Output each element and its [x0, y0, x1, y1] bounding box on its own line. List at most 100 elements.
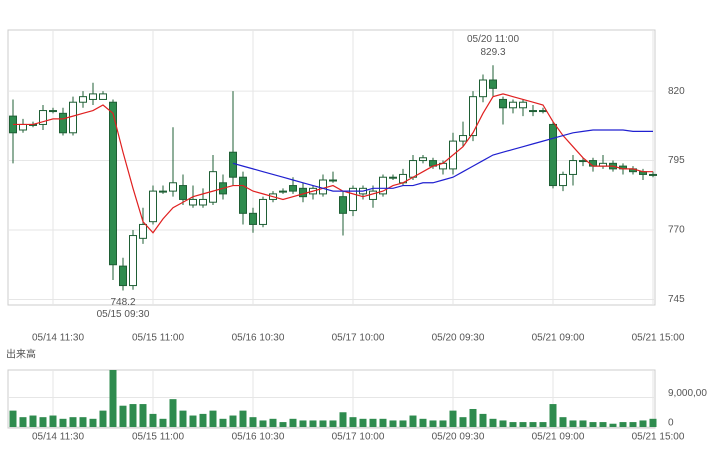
candle-body — [369, 190, 377, 200]
volume-bar — [439, 420, 447, 427]
volume-bar — [129, 404, 137, 427]
candle-body — [579, 160, 587, 163]
volume-bar — [79, 417, 87, 427]
x-tick-label: 05/20 09:30 — [432, 333, 485, 344]
volume-bar — [279, 422, 287, 427]
candle-body — [59, 112, 67, 134]
y-tick-label: 820 — [668, 86, 685, 97]
candle-body — [489, 79, 497, 89]
candle-body — [69, 101, 77, 134]
candle-body — [409, 160, 417, 178]
x-tick-label: 05/21 15:00 — [632, 333, 685, 344]
candle-body — [339, 196, 347, 214]
volume-bar — [519, 422, 527, 427]
volume-panel — [7, 369, 656, 429]
candle-body — [149, 190, 157, 223]
candle-body — [159, 190, 167, 193]
volume-label: 出来高 — [6, 348, 36, 361]
volume-bar — [309, 420, 317, 427]
candle-body — [79, 96, 87, 103]
volume-bar — [189, 415, 197, 427]
volume-bar — [49, 415, 57, 427]
volume-bar — [479, 413, 487, 427]
y-tick-label: 9,000,00 — [668, 388, 707, 399]
volume-bar — [29, 415, 37, 427]
volume-bar — [59, 418, 67, 427]
candle-body — [389, 176, 397, 179]
x-tick-label: 05/14 11:30 — [32, 333, 85, 344]
volume-bar — [319, 420, 327, 427]
y-tick-label: 0 — [668, 418, 674, 429]
volume-bar — [109, 370, 117, 427]
price-panel — [7, 29, 656, 306]
candle-body — [229, 151, 237, 178]
y-tick-label: 795 — [668, 155, 685, 166]
x-tick-label: 05/17 10:00 — [332, 432, 385, 443]
candle-body — [199, 198, 207, 206]
volume-bar — [499, 420, 507, 427]
volume-bar — [229, 415, 237, 427]
volume-bar — [369, 418, 377, 427]
candle-body — [279, 190, 287, 193]
candle-body — [109, 101, 117, 266]
volume-bar — [489, 418, 497, 427]
volume-bar — [139, 404, 147, 427]
annotation: 05/15 09:30 — [97, 309, 150, 320]
volume-bar — [639, 420, 647, 427]
volume-bar — [199, 413, 207, 427]
volume-bar — [169, 399, 177, 427]
candle-body — [499, 98, 507, 109]
y-tick-label: 745 — [668, 294, 685, 305]
candle-body — [539, 110, 547, 113]
candle-body — [319, 179, 327, 195]
volume-bar — [269, 418, 277, 427]
annotation: 748.2 — [110, 297, 135, 308]
candle-body — [529, 110, 537, 113]
volume-bar — [409, 415, 417, 427]
y-tick-label: 770 — [668, 225, 685, 236]
volume-bar — [399, 420, 407, 427]
candle-body — [209, 171, 217, 203]
candle-body — [509, 101, 517, 109]
candle-body — [559, 173, 567, 187]
volume-bar — [339, 412, 347, 427]
volume-bar — [539, 422, 547, 427]
candle-body — [329, 179, 337, 182]
volume-bar — [69, 417, 77, 427]
volume-bar — [39, 417, 47, 427]
candle-body — [349, 187, 357, 212]
volume-bar — [259, 420, 267, 427]
annotation: 829.3 — [480, 47, 505, 58]
x-tick-label: 05/14 11:30 — [32, 432, 85, 443]
volume-bar — [119, 405, 127, 427]
candle-body — [189, 198, 197, 206]
x-tick-label: 05/21 09:00 — [532, 333, 585, 344]
volume-bar — [469, 408, 477, 427]
moving-average — [13, 93, 653, 234]
candle-body — [179, 185, 187, 200]
candle-body — [569, 160, 577, 175]
volume-bar — [599, 422, 607, 427]
candle-body — [289, 185, 297, 192]
x-tick-label: 05/15 11:00 — [132, 333, 185, 344]
volume-bar — [419, 418, 427, 427]
volume-bar — [19, 417, 27, 427]
volume-bar — [529, 422, 537, 427]
volume-bar — [299, 420, 307, 427]
candle-body — [19, 123, 27, 131]
candle-body — [379, 176, 387, 195]
candle-body — [239, 176, 247, 214]
volume-bar — [349, 417, 357, 427]
volume-bar — [99, 410, 107, 427]
volume-bar — [159, 418, 167, 427]
volume-bar — [559, 417, 567, 427]
candle-body — [469, 96, 477, 137]
x-tick-label: 05/21 09:00 — [532, 432, 585, 443]
candle-body — [169, 182, 177, 192]
x-tick-label: 05/17 10:00 — [332, 333, 385, 344]
x-tick-label: 05/16 10:30 — [232, 432, 285, 443]
candle-body — [479, 79, 487, 98]
volume-bar — [579, 420, 587, 427]
volume-bar — [179, 410, 187, 427]
